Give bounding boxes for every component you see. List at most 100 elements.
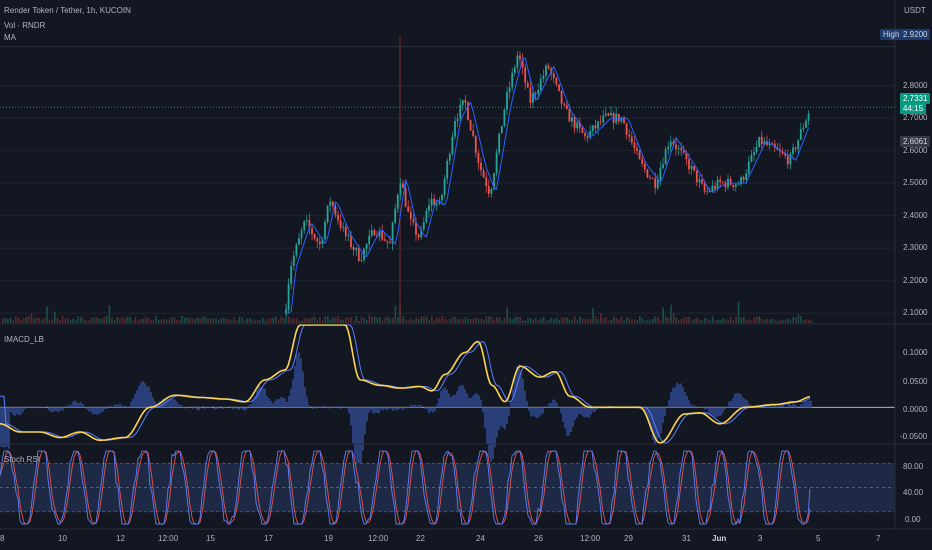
macd-histogram-bar: [340, 407, 342, 409]
candle-body: [480, 162, 482, 171]
macd-histogram-bar: [168, 398, 170, 408]
macd-histogram-bar: [354, 407, 356, 459]
candle-body: [526, 82, 529, 88]
candle-body: [461, 100, 464, 105]
macd-histogram-bar: [478, 395, 480, 408]
volume-bar: [402, 316, 404, 323]
candle-body: [339, 220, 342, 228]
candle-body: [381, 230, 384, 240]
macd-histogram-bar: [436, 404, 438, 408]
volume-bar: [272, 317, 274, 323]
volume-bar: [782, 320, 784, 323]
macd-histogram-bar: [542, 407, 544, 414]
volume-legend[interactable]: Vol · RNDR: [4, 21, 46, 30]
candle-body: [703, 183, 706, 192]
volume-bar: [41, 319, 43, 323]
volume-bar: [763, 320, 766, 323]
macd-histogram-bar: [6, 407, 8, 448]
ma-legend[interactable]: MA: [4, 33, 16, 42]
candle-body: [604, 113, 607, 116]
volume-bar: [176, 320, 178, 323]
volume-bar: [602, 318, 605, 323]
volume-bar: [652, 318, 654, 323]
macd-histogram-bar: [408, 406, 410, 408]
candle-body: [771, 143, 774, 145]
macd-histogram-bar: [668, 400, 670, 408]
time-tick: 5: [816, 534, 821, 543]
volume-bar: [59, 320, 61, 323]
macd-histogram-bar: [728, 401, 730, 408]
macd-histogram-bar: [592, 407, 594, 413]
volume-bar: [675, 317, 677, 323]
macd-histogram-bar: [346, 407, 348, 409]
macd-histogram-bar: [338, 405, 340, 408]
volume-bar: [275, 316, 277, 323]
stoch-title[interactable]: Stoch RSI: [4, 455, 41, 464]
macd-histogram-bar: [732, 398, 734, 408]
macd-histogram-bar: [710, 407, 712, 415]
volume-bar: [592, 308, 594, 323]
macd-histogram-bar: [282, 397, 284, 408]
macd-histogram-bar: [394, 407, 396, 410]
macd-histogram-bar: [82, 403, 84, 408]
candle-body: [659, 167, 662, 180]
volume-bar: [620, 316, 623, 323]
volume-bar: [163, 319, 165, 323]
volume-bar: [51, 319, 53, 323]
candle-body: [422, 222, 425, 230]
volume-bar: [444, 318, 446, 323]
volume-bar: [282, 317, 285, 323]
volume-bar: [77, 316, 79, 323]
macd-title[interactable]: IMACD_LB: [4, 335, 45, 344]
volume-bar: [119, 317, 121, 323]
time-tick: 8: [0, 534, 5, 543]
candle-body: [524, 67, 527, 83]
volume-bar: [683, 317, 685, 323]
macd-histogram-bar: [806, 401, 808, 408]
macd-histogram-bar: [286, 401, 288, 408]
candle-body: [623, 117, 625, 124]
macd-histogram-bar: [450, 397, 452, 408]
macd-histogram-bar: [778, 405, 780, 408]
macd-tick-0: 0.1000: [903, 348, 928, 357]
volume-bar: [745, 320, 748, 323]
candle-body: [298, 238, 300, 245]
candle-body: [721, 181, 724, 183]
candle-body: [729, 178, 732, 185]
crosshair-price-tag: 2.6061: [900, 136, 931, 147]
volume-bar: [74, 320, 77, 323]
candle-body: [706, 191, 709, 192]
candle-body: [407, 206, 410, 212]
macd-histogram-bar: [656, 407, 658, 443]
volume-bar: [654, 316, 657, 323]
candle-body: [519, 55, 521, 60]
volume-bar: [425, 317, 428, 323]
macd-histogram-bar: [486, 407, 488, 445]
volume-bar: [337, 316, 339, 323]
time-tick: 17: [264, 534, 273, 543]
macd-histogram-bar: [438, 398, 440, 408]
macd-histogram-bar: [786, 406, 788, 408]
volume-bar: [475, 317, 477, 323]
candle-body: [324, 222, 326, 240]
macd-histogram-bar: [254, 395, 256, 408]
volume-bar: [311, 317, 313, 323]
volume-bar: [256, 319, 259, 323]
candle-body: [586, 136, 589, 138]
volume-bar: [277, 319, 280, 323]
macd-histogram-bar: [184, 407, 186, 409]
volume-bar: [98, 318, 100, 323]
volume-bar: [100, 318, 103, 323]
candle-body: [677, 148, 680, 150]
volume-bar: [259, 320, 261, 323]
macd-histogram-bar: [272, 403, 274, 408]
volume-bar: [150, 320, 152, 323]
candle-body: [513, 67, 516, 73]
volume-bar: [516, 316, 519, 323]
volume-bar: [571, 319, 573, 323]
macd-histogram-bar: [800, 404, 802, 408]
candle-body: [773, 143, 776, 148]
macd-histogram-bar: [234, 407, 236, 409]
